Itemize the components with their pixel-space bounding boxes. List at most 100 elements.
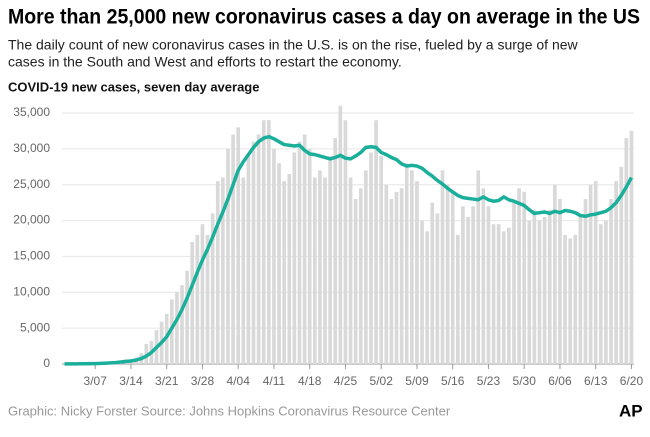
bar bbox=[302, 134, 307, 364]
bar bbox=[297, 141, 302, 364]
bar bbox=[348, 177, 353, 364]
bar bbox=[507, 227, 511, 364]
bar bbox=[399, 188, 404, 364]
bar bbox=[287, 173, 292, 364]
bar bbox=[277, 163, 281, 364]
bar bbox=[200, 224, 205, 364]
bar bbox=[440, 170, 445, 364]
bar bbox=[450, 191, 455, 364]
bar bbox=[624, 138, 629, 364]
chart-title: More than 25,000 new coronavirus cases a… bbox=[8, 6, 640, 29]
logo: AP bbox=[619, 401, 643, 420]
bar bbox=[527, 220, 532, 364]
bar bbox=[190, 242, 195, 364]
y-tick-label: 10,000 bbox=[13, 284, 50, 298]
bar bbox=[256, 134, 261, 364]
bar bbox=[420, 220, 424, 364]
y-tick-label: 25,000 bbox=[13, 177, 50, 191]
bar bbox=[445, 184, 450, 364]
x-tick-label: 5/02 bbox=[370, 374, 394, 388]
bar bbox=[558, 199, 562, 364]
y-tick-label: 30,000 bbox=[13, 141, 50, 155]
bar bbox=[267, 120, 271, 365]
x-tick-label: 4/11 bbox=[263, 374, 286, 388]
bar bbox=[180, 285, 184, 364]
bar bbox=[292, 152, 297, 364]
bar bbox=[501, 231, 506, 364]
bar bbox=[318, 170, 322, 364]
bar bbox=[532, 209, 537, 364]
bar bbox=[226, 148, 230, 364]
bar bbox=[547, 209, 552, 364]
bar bbox=[629, 130, 634, 364]
x-tick-label: 3/07 bbox=[84, 374, 108, 388]
bar bbox=[435, 213, 440, 364]
bar bbox=[231, 134, 235, 364]
bar bbox=[384, 184, 389, 364]
bar bbox=[210, 213, 215, 364]
x-tick-label: 6/13 bbox=[584, 374, 608, 388]
bar bbox=[568, 238, 572, 364]
bar bbox=[323, 177, 327, 364]
average-line bbox=[64, 134, 633, 366]
bar bbox=[369, 152, 373, 364]
bar bbox=[491, 224, 496, 364]
bar bbox=[221, 177, 225, 364]
y-tick-label: 5,000 bbox=[20, 320, 50, 334]
bar bbox=[241, 177, 246, 364]
x-tick-label: 6/20 bbox=[620, 374, 644, 388]
bar bbox=[394, 191, 399, 364]
bar bbox=[573, 234, 578, 364]
bar bbox=[333, 138, 338, 364]
subtitle: cases in the South and West and efforts … bbox=[8, 54, 402, 70]
bar bbox=[374, 120, 378, 365]
bar bbox=[598, 224, 603, 364]
y-tick-label: 0 bbox=[43, 356, 50, 370]
bar bbox=[353, 199, 358, 364]
bar bbox=[261, 120, 266, 365]
bar bbox=[583, 199, 588, 364]
bar bbox=[593, 181, 598, 364]
bar bbox=[236, 127, 241, 364]
bar bbox=[604, 220, 608, 364]
bar bbox=[169, 299, 174, 364]
x-tick-label: 4/25 bbox=[334, 374, 358, 388]
bar bbox=[476, 170, 481, 364]
bar bbox=[430, 202, 435, 364]
bar bbox=[282, 181, 286, 364]
y-tick-label: 20,000 bbox=[13, 213, 50, 227]
bar bbox=[246, 156, 251, 364]
bar bbox=[144, 343, 149, 364]
bar bbox=[466, 216, 470, 364]
bar bbox=[496, 224, 501, 364]
bar bbox=[455, 234, 460, 364]
x-tick-label: 5/16 bbox=[441, 374, 465, 388]
bar bbox=[328, 156, 332, 364]
x-tick-label: 4/04 bbox=[227, 374, 251, 388]
bar bbox=[205, 234, 210, 364]
bar bbox=[542, 216, 547, 364]
bar bbox=[272, 148, 276, 364]
bar bbox=[215, 181, 220, 364]
bar bbox=[379, 156, 384, 364]
bar bbox=[588, 184, 593, 364]
bar bbox=[364, 170, 368, 364]
x-tick-label: 5/30 bbox=[513, 374, 537, 388]
bar bbox=[614, 181, 618, 364]
bar bbox=[609, 199, 613, 364]
bar bbox=[358, 188, 363, 364]
x-tick-label: 6/06 bbox=[548, 374, 572, 388]
bar bbox=[512, 202, 516, 364]
bar bbox=[471, 206, 475, 364]
y-tick-label: 35,000 bbox=[13, 105, 50, 119]
bar bbox=[195, 234, 200, 364]
x-tick-label: 3/21 bbox=[155, 374, 179, 388]
bar bbox=[425, 231, 429, 364]
bar bbox=[486, 206, 491, 364]
bar bbox=[461, 206, 465, 364]
x-tick-label: 3/14 bbox=[119, 374, 143, 388]
bar bbox=[553, 184, 557, 364]
bar bbox=[185, 270, 189, 364]
x-tick-label: 4/18 bbox=[298, 374, 322, 388]
